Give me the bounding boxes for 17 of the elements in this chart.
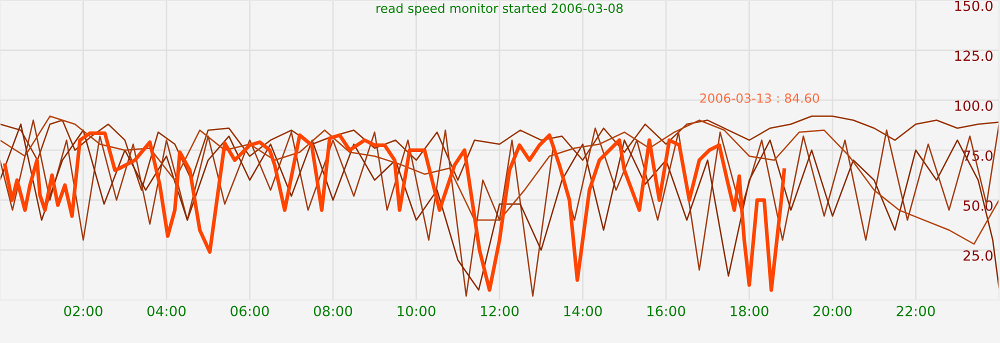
- x-tick-label: 08:00: [314, 306, 352, 316]
- x-tick-label: 06:00: [230, 306, 269, 316]
- x-tick-label: 14:00: [564, 306, 602, 316]
- x-tick-label: 10:00: [398, 306, 436, 316]
- y-tick-label: 100.0: [955, 100, 993, 111]
- x-tick-label: 16:00: [648, 306, 686, 316]
- y-tick-label: 125.0: [955, 50, 993, 62]
- x-tick-label: 18:00: [730, 306, 768, 316]
- x-tick-label: 12:00: [481, 306, 519, 316]
- x-tick-label: 22:00: [896, 306, 935, 316]
- x-tick-label: 20:00: [814, 306, 852, 316]
- annotation: 2006-03-13 : 84.60: [700, 93, 820, 103]
- y-tick-label: 150.0: [955, 0, 993, 12]
- chart-title: read speed monitor started 2006-03-08: [376, 3, 623, 16]
- x-tick-label: 02:00: [64, 306, 102, 316]
- x-tick-label: 04:00: [147, 306, 186, 316]
- y-tick-label: 25.0: [964, 250, 993, 261]
